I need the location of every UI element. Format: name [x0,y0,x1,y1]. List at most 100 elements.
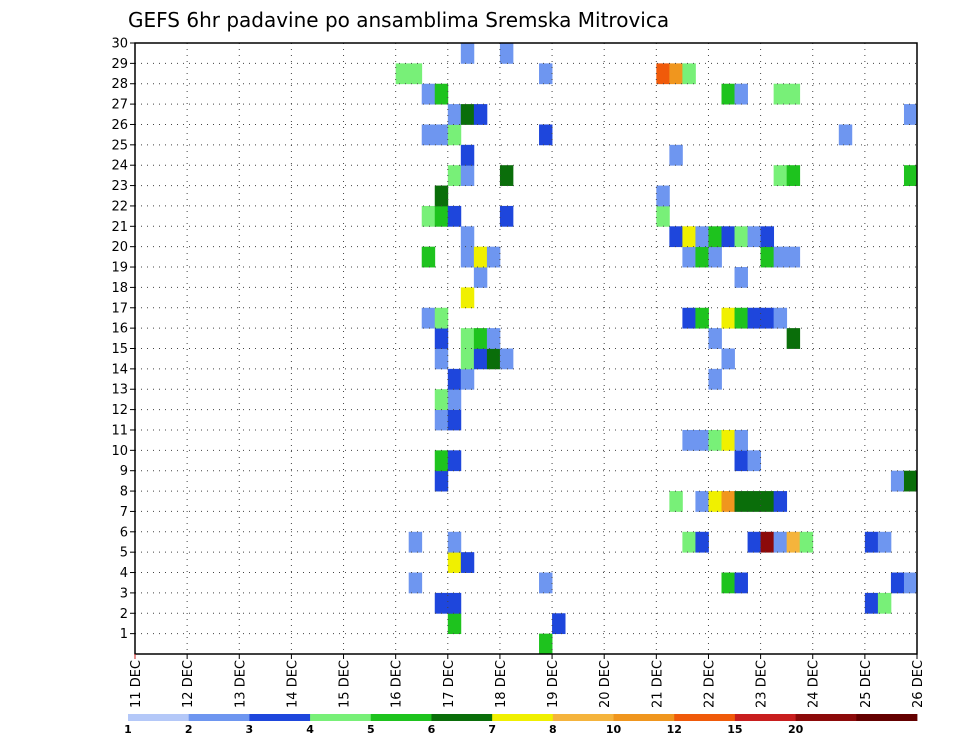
heatmap-cell [708,368,722,390]
legend-swatch [310,714,372,721]
heatmap-cell [447,613,462,635]
heatmap-cell [773,246,788,268]
heatmap-cell [421,307,436,329]
legend-swatch [613,714,675,721]
heatmap-cell [460,43,475,64]
legend-label: 7 [488,723,496,736]
heatmap-cell [460,368,475,390]
heatmap-cell [552,613,566,635]
legend-swatch [188,714,250,721]
heatmap-cell [539,63,553,85]
heatmap-cell [734,429,748,451]
legend-swatch [674,714,736,721]
heatmap-cell [708,328,722,349]
legend-swatch [431,714,493,721]
y-tick-label: 3 [120,586,128,601]
heatmap-cell [695,246,709,268]
heatmap-cell [669,491,683,512]
legend-swatch [370,714,432,721]
heatmap-cell [682,307,696,329]
y-tick-label: 23 [111,179,128,194]
heatmap-cell [656,205,670,227]
heatmap-cell [473,348,488,370]
heatmap-cell [539,124,553,146]
y-tick-label: 15 [111,342,128,357]
x-axis: 11 DEC 12 DEC 13 DEC 14 DEC 15 DEC 16 DEC 17 D… [129,654,926,708]
heatmap-cell [890,470,905,492]
heatmap-cell [447,165,462,186]
heatmap-cell [460,165,475,186]
legend-label: 20 [788,723,804,736]
y-tick-label: 8 [120,485,128,500]
heatmap-cell [434,205,449,227]
heatmap-cell [460,104,475,125]
heatmap-cell [721,83,735,105]
legend-label: 10 [606,723,622,736]
y-tick-label: 16 [111,322,128,337]
y-tick-label: 11 [111,423,128,438]
heatmap-cell [734,572,748,594]
heatmap-cell [460,552,475,573]
legend-label: 1 [124,723,132,736]
heatmap-cell [682,246,696,268]
heatmap-cell [421,205,436,227]
heatmap-cell [773,531,788,553]
heatmap-cell [460,246,475,268]
heatmap-cell [499,165,514,186]
heatmap-cell [447,104,462,125]
y-tick-label: 27 [111,98,128,113]
x-tick-label: 18 DEC [494,660,509,708]
heatmap-cell [721,348,735,370]
y-tick-label: 25 [111,138,128,153]
heatmap-cell [408,572,423,594]
legend-swatch [249,714,311,721]
heatmap-cell [734,450,748,472]
heatmap-cell [721,307,735,329]
y-tick-label: 2 [120,607,128,622]
heatmap-cell [486,246,501,268]
heatmap-cell [695,226,709,248]
heatmap-cell [447,368,462,390]
heatmap-cell [669,144,683,166]
heatmap-cell [656,185,670,207]
heatmap-cell [434,450,449,472]
heatmap-cell [786,531,801,553]
legend-swatch [734,714,797,721]
x-tick-label: 15 DEC [338,660,353,708]
heatmap-cell [486,348,501,370]
y-tick-label: 4 [120,566,128,581]
heatmap-cell [695,491,709,512]
heatmap-cell [747,531,761,553]
legend-label: 15 [727,723,742,736]
heatmap-cell [773,165,788,186]
y-tick-label: 14 [111,362,128,377]
heatmap-cell [408,531,423,553]
legend-label: 3 [246,723,254,736]
legend-label: 6 [428,723,436,736]
y-tick-label: 13 [111,383,128,398]
heatmap-cell [499,348,514,370]
heatmap-cell [447,552,462,573]
y-tick-label: 29 [111,57,128,72]
heatmap-cell [682,429,696,451]
heatmap-cell [460,287,475,309]
x-tick-label: 19 DEC [546,660,561,708]
y-tick-label: 22 [111,199,128,214]
heatmap-cell [434,348,449,370]
heatmap-cell [773,83,788,105]
heatmap-cell [760,246,775,268]
heatmap-cell [773,491,788,512]
heatmap-cell [786,246,801,268]
heatmap-cell [721,491,735,512]
heatmap-cell [747,491,761,512]
legend-label: 12 [667,723,682,736]
heatmap-cell [747,226,761,248]
y-tick-label: 20 [111,240,128,255]
heatmap-cell [747,307,761,329]
color-legend: 1 2 3 4 5 6 7 8 10 12 15 20 [124,714,918,736]
heatmap-cell [395,63,410,85]
y-tick-label: 26 [111,118,128,133]
legend-swatch [795,714,857,721]
heatmap-cell [473,328,488,349]
y-tick-label: 6 [120,525,128,540]
